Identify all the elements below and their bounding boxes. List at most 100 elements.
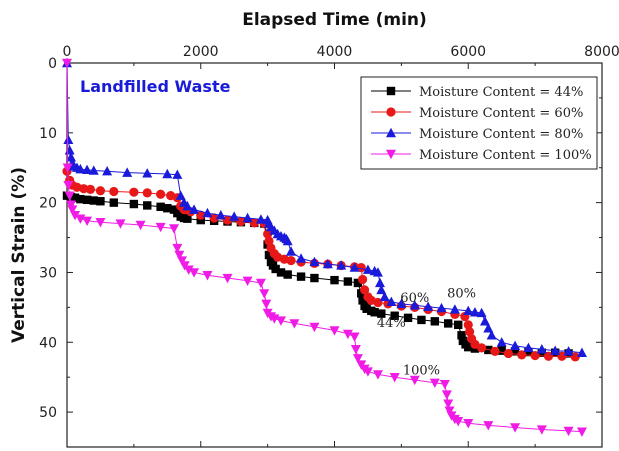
- data-point: [64, 145, 75, 155]
- data-point: [109, 198, 119, 207]
- x-tick-label: 2000: [183, 44, 219, 60]
- data-point: [163, 204, 172, 213]
- data-point: [476, 307, 487, 318]
- data-point: [444, 406, 455, 416]
- data-point: [372, 370, 383, 380]
- data-point: [349, 262, 360, 272]
- data-point: [66, 152, 77, 162]
- data-point: [357, 274, 368, 285]
- data-point: [309, 256, 320, 267]
- y-tick-label: 40: [39, 335, 57, 351]
- data-point: [510, 340, 521, 350]
- data-point: [349, 332, 360, 342]
- data-point: [409, 300, 420, 310]
- data-point: [358, 296, 367, 305]
- data-point: [379, 291, 390, 302]
- data-point: [142, 168, 153, 178]
- data-point: [362, 264, 373, 274]
- data-point: [271, 264, 280, 274]
- data-point: [261, 299, 272, 310]
- data-point: [536, 344, 547, 354]
- data-point: [423, 301, 434, 311]
- data-point: [403, 313, 413, 323]
- data-point: [182, 200, 193, 211]
- data-point: [352, 354, 363, 364]
- x-tick-label: 0: [63, 44, 72, 60]
- data-point: [464, 342, 473, 352]
- data-point: [342, 329, 353, 340]
- data-point: [417, 315, 426, 325]
- data-point: [255, 278, 266, 289]
- data-point: [483, 421, 494, 431]
- data-point: [390, 311, 399, 320]
- axes: 0 2000 4000 6000 8000 0 10 20 30 40 50 Elapsed Time…: [9, 10, 619, 448]
- data-point: [259, 289, 270, 299]
- data-point: [486, 330, 497, 340]
- data-point: [310, 273, 319, 283]
- data-point: [510, 347, 520, 356]
- data-point: [79, 184, 89, 194]
- legend-swatch-marker: [386, 86, 396, 96]
- data-point: [155, 222, 166, 233]
- data-point: [264, 236, 274, 246]
- data-point: [372, 267, 383, 277]
- data-point: [439, 379, 450, 390]
- data-point: [330, 275, 339, 285]
- data-point: [76, 194, 85, 204]
- data-point: [189, 268, 200, 278]
- data-point: [63, 180, 74, 191]
- x-tick-label: 6000: [450, 44, 486, 60]
- data-point: [177, 256, 188, 266]
- data-point: [242, 212, 253, 223]
- data-point: [215, 210, 226, 220]
- data-point: [296, 272, 306, 281]
- legend-swatch-marker: [386, 149, 396, 160]
- data-point: [96, 197, 105, 206]
- data-point: [196, 215, 205, 225]
- legend-entry: Moisture Content = 60%: [419, 106, 583, 121]
- data-point: [359, 285, 370, 295]
- data-point: [336, 260, 347, 270]
- data-point: [350, 345, 361, 355]
- data-point: [357, 289, 366, 298]
- data-point: [356, 262, 366, 273]
- data-point: [286, 255, 296, 266]
- annotation-label: 44%: [377, 316, 406, 331]
- data-point: [563, 346, 574, 356]
- data-point: [109, 186, 119, 197]
- data-point: [67, 205, 78, 215]
- data-point: [449, 304, 460, 314]
- data-point: [276, 316, 286, 326]
- data-point: [409, 375, 420, 386]
- annotation-label: 100%: [403, 363, 440, 378]
- data-point: [329, 326, 340, 336]
- data-point: [172, 243, 183, 254]
- data-point: [115, 219, 126, 229]
- data-point: [386, 296, 397, 306]
- data-point: [62, 163, 73, 173]
- data-point: [289, 319, 300, 329]
- data-point: [343, 277, 353, 286]
- data-point: [122, 167, 133, 177]
- data-point: [282, 235, 293, 246]
- data-point: [209, 213, 219, 223]
- data-point: [276, 268, 286, 277]
- data-point: [376, 284, 387, 295]
- data-point: [377, 309, 386, 318]
- data-point: [563, 426, 574, 437]
- data-point: [490, 346, 500, 356]
- data-point: [142, 188, 152, 198]
- data-point: [162, 168, 173, 179]
- data-point: [322, 258, 333, 269]
- data-point: [550, 345, 561, 355]
- data-point: [135, 220, 146, 231]
- data-point: [169, 224, 179, 234]
- data-point: [249, 218, 259, 228]
- data-point: [183, 265, 194, 275]
- data-point: [523, 342, 534, 353]
- panel-label: Landfilled Waste: [80, 77, 231, 96]
- data-point: [236, 216, 246, 227]
- data-point: [389, 372, 400, 383]
- data-point: [156, 189, 166, 199]
- data-point: [370, 308, 379, 317]
